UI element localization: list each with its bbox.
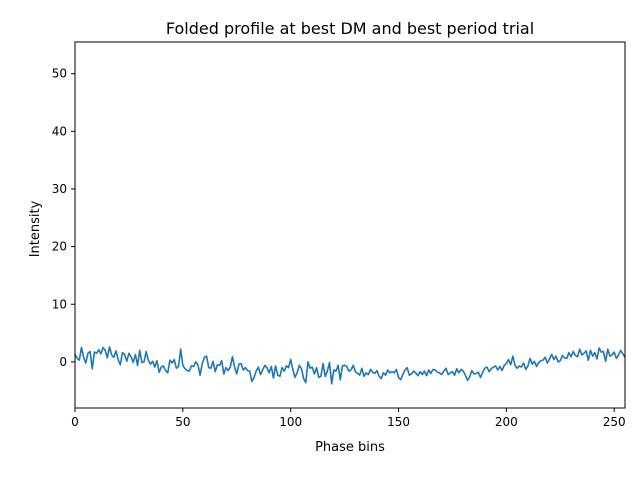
x-axis-label: Phase bins [315, 440, 385, 455]
y-axis-ticks: 0 10 20 30 40 50 [52, 67, 75, 369]
x-tick-label: 150 [387, 415, 410, 429]
y-tick-label: 40 [52, 124, 67, 138]
x-tick-label: 0 [71, 415, 79, 429]
plot-frame [74, 41, 626, 409]
y-tick-label: 0 [59, 355, 67, 369]
chart-title: Folded profile at best DM and best perio… [166, 19, 534, 38]
x-axis-ticks: 0 50 100 150 200 250 [71, 408, 626, 429]
x-tick-label: 200 [495, 415, 518, 429]
x-tick-label: 100 [279, 415, 302, 429]
y-tick-label: 10 [52, 297, 67, 311]
x-tick-label: 250 [603, 415, 626, 429]
y-tick-label: 30 [52, 182, 67, 196]
y-tick-label: 20 [52, 240, 67, 254]
y-tick-label: 50 [52, 67, 67, 81]
series-line-0 [74, 346, 626, 385]
y-axis-label: Intensity [28, 200, 43, 257]
x-tick-label: 50 [175, 415, 190, 429]
plot-marks [74, 346, 626, 385]
